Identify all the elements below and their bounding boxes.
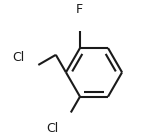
Text: Cl: Cl xyxy=(46,122,58,135)
Text: Cl: Cl xyxy=(12,51,24,64)
Text: F: F xyxy=(75,3,83,16)
